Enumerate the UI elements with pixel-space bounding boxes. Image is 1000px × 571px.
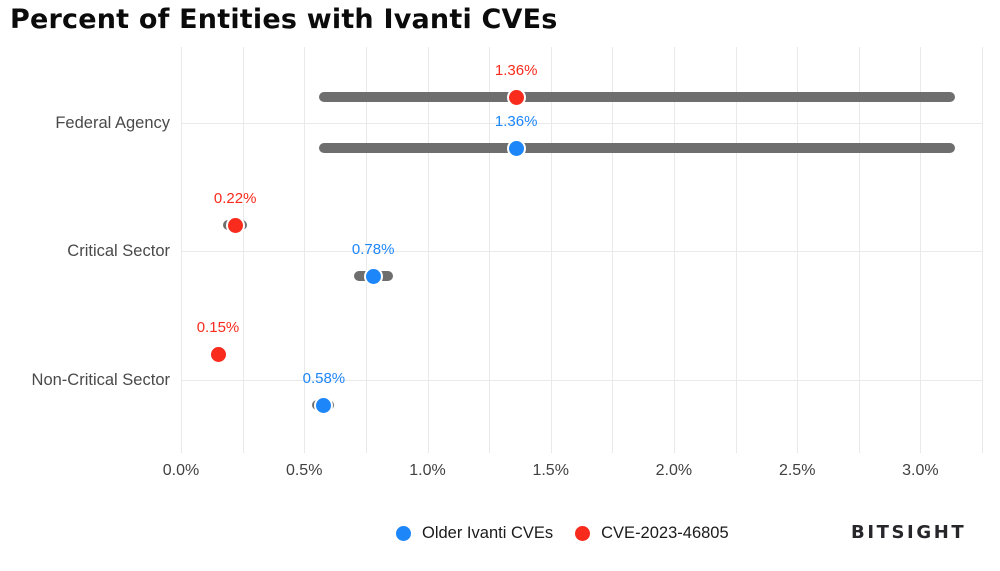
value-label: 1.36%	[494, 113, 538, 130]
legend-dot-blue-icon	[396, 525, 411, 541]
data-point	[227, 217, 243, 233]
vertical-gridline	[797, 47, 799, 453]
vertical-gridline	[550, 47, 552, 453]
chart-title: Percent of Entities with Ivanti CVEs	[10, 4, 558, 35]
plot-area: 1.36% 0.22% 0.15% 1.36% 0.78% 0.58%	[181, 47, 983, 453]
x-tick-label: 0.0%	[162, 462, 200, 479]
data-point	[316, 397, 332, 413]
vertical-gridline	[673, 47, 675, 453]
data-point	[508, 140, 524, 156]
legend-dot-red-icon	[575, 525, 591, 541]
x-tick-label: 1.5%	[532, 462, 569, 479]
vertical-gridline	[427, 47, 429, 453]
value-label: 1.36%	[494, 62, 538, 79]
vertical-gridline	[982, 47, 983, 453]
legend: Older Ivanti CVEs CVE-2023-46805	[396, 523, 729, 543]
range-bar	[319, 143, 955, 153]
vertical-gridline	[365, 47, 367, 453]
value-label: 0.15%	[196, 319, 240, 336]
value-label: 0.78%	[351, 241, 395, 258]
x-tick-label: 0.5%	[285, 462, 323, 479]
data-point	[508, 89, 524, 105]
horizontal-gridline	[181, 380, 982, 381]
vertical-gridline	[242, 47, 244, 453]
value-label: 0.58%	[302, 370, 346, 387]
vertical-gridline	[735, 47, 737, 453]
horizontal-gridline	[181, 251, 982, 252]
vertical-gridline	[181, 47, 182, 453]
legend-item-cve-2023-46805: CVE-2023-46805	[575, 523, 729, 543]
vertical-gridline	[489, 47, 491, 453]
x-tick-label: 3.0%	[902, 462, 939, 479]
vertical-gridline	[920, 47, 922, 453]
range-bar	[319, 92, 955, 102]
category-label: Non-Critical Sector	[31, 371, 170, 389]
legend-label-older-ivanti-cves: Older Ivanti CVEs	[422, 524, 554, 542]
vertical-gridline	[304, 47, 306, 453]
bitsight-logo: BITSIGHT	[851, 522, 967, 543]
vertical-gridline	[612, 47, 614, 453]
vertical-gridline	[858, 47, 860, 453]
value-label: 0.22%	[213, 190, 257, 207]
x-tick-label: 1.0%	[409, 462, 446, 479]
x-tick-label: 2.5%	[778, 462, 816, 479]
category-label: Critical Sector	[67, 242, 170, 260]
data-point	[210, 346, 226, 362]
x-tick-label: 2.0%	[655, 462, 693, 479]
data-point	[365, 268, 381, 284]
legend-item-older-ivanti-cves: Older Ivanti CVEs	[396, 523, 553, 543]
horizontal-gridline	[181, 123, 982, 124]
legend-label-cve-2023-46805: CVE-2023-46805	[601, 524, 729, 542]
category-label: Federal Agency	[55, 114, 170, 132]
